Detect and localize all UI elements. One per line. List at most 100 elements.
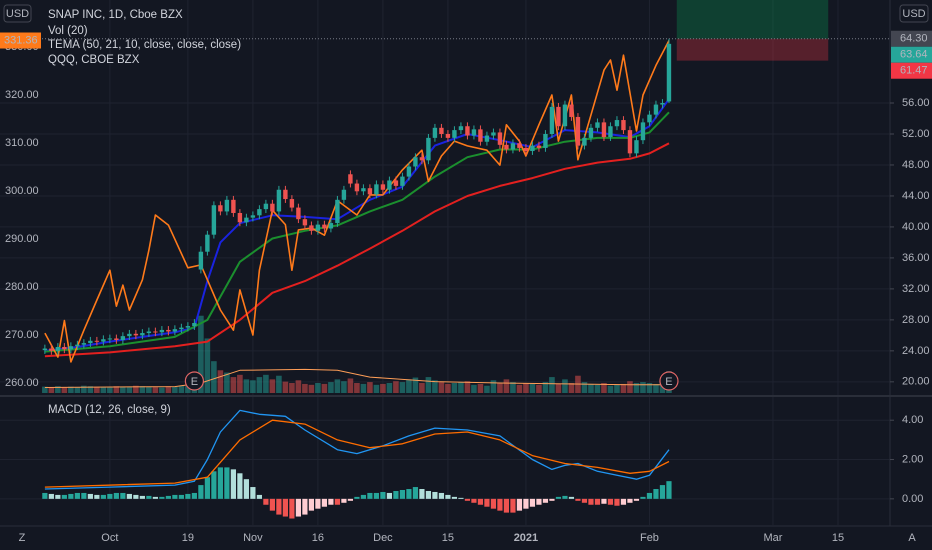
y2-tick-label: 310.00 [5,137,39,149]
volume-bar [484,385,490,393]
volume-bar [536,384,542,393]
volume-bar [373,384,380,393]
volume-bar [100,387,107,393]
candle-body [55,346,61,351]
histogram-bar [419,489,425,499]
candle-body [601,122,607,138]
volume-bar [217,370,224,393]
volume-bar [133,385,139,393]
price-label: 63.64 [900,49,928,61]
price-label: 64.30 [900,33,928,45]
histogram-bar [471,498,477,503]
histogram-bar [308,498,315,511]
histogram-bar [74,492,80,499]
x-tick-label: 16 [312,532,324,544]
volume-bar [627,381,633,393]
histogram-bar [289,498,295,519]
histogram-bar [633,498,640,501]
y-tick-label: 24.00 [902,345,930,357]
candle-body [315,224,321,231]
currency[interactable]: USD [902,8,925,20]
currency-button[interactable] [3,4,32,23]
volume-bar [172,386,178,393]
volume-bar [107,387,113,393]
volume-bar [477,383,484,393]
histogram-bar [412,487,419,499]
histogram-bar [477,498,484,505]
earnings-marker [184,371,204,391]
volume-bar [581,382,588,393]
histogram-bar [87,493,93,499]
histogram-bar [263,498,269,505]
candle-body [588,127,594,138]
histogram-bar [100,494,106,499]
volume-bar [562,379,568,393]
histogram-bar [607,498,614,505]
candle-body [413,157,418,167]
candle-body [361,188,366,192]
histogram-bar [55,494,61,499]
histogram-bar [458,497,464,499]
histogram-bar [588,498,594,505]
histogram-bar [393,490,399,499]
earnings-label: E [191,376,198,388]
x-tick-label: Nov [243,532,263,544]
histogram-bar [68,493,74,499]
candle-body [582,137,587,146]
candle-body [192,322,197,327]
volume-bar [120,386,126,393]
volume-bar [269,379,276,393]
histogram-bar [529,498,536,507]
histogram-bar [120,492,126,499]
zoom-button[interactable]: Z [19,532,26,544]
histogram-bar [640,496,646,499]
x-tick-label: Dec [373,532,393,544]
volume-bar [438,382,445,393]
volume-bar [152,387,159,393]
chart-title: SNAP INC, 1D, Cboe BZX [48,9,183,21]
candle-body [257,209,262,216]
y2-tick-label: 290.00 [5,233,39,245]
candle-body [107,338,113,340]
volume-bar [386,383,393,393]
candle-body [153,331,158,333]
volume-bar [315,383,321,393]
volume-bar [523,383,529,393]
position-profit-zone [676,0,829,39]
histogram-bar [620,498,627,505]
y-tick-label: 48.00 [902,159,930,171]
histogram-bar [282,498,288,517]
position-loss-zone [676,38,829,61]
y-tick-label: 0.00 [902,493,923,505]
histogram-bar [146,495,152,499]
candle-body [341,189,347,200]
volume-bar [263,374,269,393]
candle-body [231,199,236,213]
legend-tema: TEMA (50, 21, 10, close, close, close) [48,39,241,51]
candle-body [510,143,516,150]
candle-body [627,130,633,154]
histogram-bar [373,492,380,499]
x-tick-label: 2021 [514,532,538,544]
histogram-bar [269,498,275,511]
currency-button[interactable] [899,4,929,23]
candle-body [198,251,204,270]
histogram-bar [224,467,230,499]
histogram-bar [575,498,581,501]
volume-bar [380,383,386,393]
histogram-bar [601,498,607,504]
compare-last-label: 331.36 [4,34,38,46]
candle-body [569,104,574,117]
volume-bar [178,385,185,393]
histogram-bar [81,492,87,499]
histogram-bar [451,496,458,499]
volume-bar [399,382,406,393]
histogram-bar [152,496,158,499]
volume-bar [653,383,659,393]
currency[interactable]: USD [6,8,29,20]
candle-body [62,346,67,350]
auto-scale-button[interactable]: A [908,532,916,544]
candle-body [367,188,373,195]
